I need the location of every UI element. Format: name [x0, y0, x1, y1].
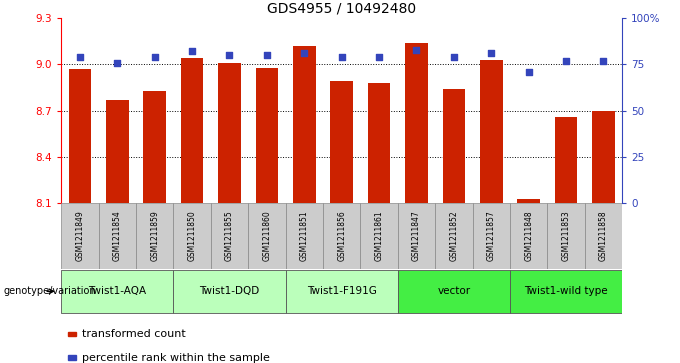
FancyBboxPatch shape [547, 203, 585, 269]
Text: GSM1211855: GSM1211855 [225, 211, 234, 261]
Bar [405, 43, 428, 203]
Point [261, 52, 272, 58]
Text: GSM1211856: GSM1211856 [337, 211, 346, 261]
Title: GDS4955 / 10492480: GDS4955 / 10492480 [267, 1, 416, 16]
Bar [181, 58, 203, 203]
FancyBboxPatch shape [398, 269, 510, 313]
Bar [256, 68, 278, 203]
Point [598, 58, 609, 64]
Text: Twist1-DQD: Twist1-DQD [199, 286, 260, 296]
FancyBboxPatch shape [173, 203, 211, 269]
Text: GSM1211851: GSM1211851 [300, 211, 309, 261]
FancyBboxPatch shape [510, 203, 547, 269]
Text: GSM1211859: GSM1211859 [150, 211, 159, 261]
FancyBboxPatch shape [510, 269, 622, 313]
Text: GSM1211861: GSM1211861 [375, 211, 384, 261]
Bar [143, 91, 166, 203]
FancyBboxPatch shape [99, 203, 136, 269]
Point [411, 47, 422, 53]
Text: Twist1-wild type: Twist1-wild type [524, 286, 608, 296]
Bar [555, 117, 577, 203]
Bar [480, 60, 503, 203]
Text: vector: vector [437, 286, 471, 296]
FancyBboxPatch shape [211, 203, 248, 269]
Text: genotype/variation: genotype/variation [3, 286, 96, 296]
Text: GSM1211850: GSM1211850 [188, 211, 197, 261]
Bar [106, 100, 129, 203]
Bar [293, 46, 316, 203]
Text: GSM1211852: GSM1211852 [449, 211, 458, 261]
Point [486, 50, 496, 56]
Point [112, 60, 122, 65]
Bar [330, 81, 353, 203]
Bar [517, 199, 540, 203]
FancyBboxPatch shape [286, 269, 398, 313]
Bar [443, 89, 465, 203]
FancyBboxPatch shape [585, 203, 622, 269]
FancyBboxPatch shape [360, 203, 398, 269]
Text: Twist1-AQA: Twist1-AQA [88, 286, 146, 296]
Bar [218, 63, 241, 203]
Text: GSM1211858: GSM1211858 [599, 211, 608, 261]
Text: Twist1-F191G: Twist1-F191G [307, 286, 377, 296]
FancyBboxPatch shape [61, 269, 173, 313]
FancyBboxPatch shape [173, 269, 286, 313]
FancyBboxPatch shape [286, 203, 323, 269]
Point [299, 50, 309, 56]
Text: GSM1211849: GSM1211849 [75, 211, 84, 261]
FancyBboxPatch shape [248, 203, 286, 269]
Text: GSM1211857: GSM1211857 [487, 211, 496, 261]
FancyBboxPatch shape [473, 203, 510, 269]
Text: transformed count: transformed count [82, 329, 186, 339]
Point [224, 52, 235, 58]
FancyBboxPatch shape [435, 203, 473, 269]
FancyBboxPatch shape [398, 203, 435, 269]
Bar [69, 69, 91, 203]
Text: percentile rank within the sample: percentile rank within the sample [82, 352, 269, 363]
Point [448, 54, 459, 60]
Text: GSM1211854: GSM1211854 [113, 211, 122, 261]
Point [149, 54, 160, 60]
FancyBboxPatch shape [61, 203, 99, 269]
Bar [592, 111, 615, 203]
Text: GSM1211853: GSM1211853 [562, 211, 571, 261]
Text: GSM1211860: GSM1211860 [262, 211, 271, 261]
Point [336, 54, 347, 60]
Point [74, 54, 85, 60]
Point [186, 49, 197, 54]
Point [373, 54, 384, 60]
Text: GSM1211847: GSM1211847 [412, 211, 421, 261]
Point [560, 58, 571, 64]
Text: GSM1211848: GSM1211848 [524, 211, 533, 261]
FancyBboxPatch shape [136, 203, 173, 269]
FancyBboxPatch shape [323, 203, 360, 269]
Point [523, 69, 534, 75]
Bar [368, 83, 390, 203]
